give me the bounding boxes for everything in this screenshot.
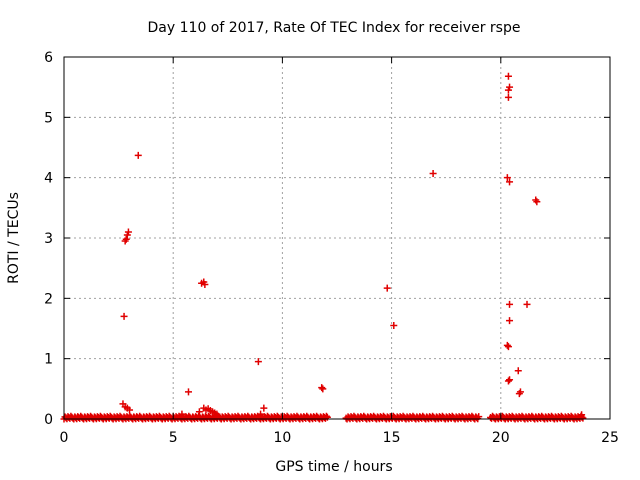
data-point bbox=[429, 169, 437, 177]
data-point bbox=[213, 410, 221, 418]
data-point bbox=[504, 377, 512, 385]
data-point bbox=[260, 404, 268, 412]
data-point bbox=[122, 235, 130, 243]
data-point bbox=[124, 228, 132, 236]
x-axis-label: GPS time / hours bbox=[275, 459, 392, 475]
data-point bbox=[383, 284, 391, 292]
data-point bbox=[178, 410, 186, 418]
y-tick-label: 3 bbox=[44, 231, 53, 247]
data-point bbox=[318, 384, 326, 392]
data-point bbox=[257, 410, 265, 418]
x-tick-label: 5 bbox=[169, 430, 178, 446]
data-point bbox=[506, 300, 514, 308]
y-axis-label: ROTI / TECUs bbox=[6, 192, 22, 284]
data-point bbox=[504, 86, 512, 94]
data-point bbox=[134, 151, 142, 159]
x-tick-label: 0 bbox=[60, 430, 69, 446]
data-point bbox=[201, 280, 209, 288]
data-point bbox=[120, 312, 128, 320]
data-point bbox=[195, 408, 203, 416]
x-tick-label: 20 bbox=[492, 430, 510, 446]
data-point bbox=[504, 93, 512, 101]
data-point bbox=[254, 358, 262, 366]
tick-labels: 0 5 10 15 20 25 0 1 2 3 4 5 6 bbox=[44, 50, 619, 446]
data-point bbox=[514, 367, 522, 375]
data-point bbox=[390, 321, 398, 329]
y-tick-label: 4 bbox=[44, 171, 53, 187]
data-point bbox=[503, 341, 511, 349]
y-tick-label: 1 bbox=[44, 352, 53, 368]
data-point bbox=[504, 343, 512, 351]
data-point bbox=[503, 174, 511, 182]
baseline-point bbox=[323, 413, 331, 421]
x-tick-label: 15 bbox=[383, 430, 401, 446]
y-tick-label: 2 bbox=[44, 291, 53, 307]
y-tick-label: 0 bbox=[44, 412, 53, 428]
x-tick-label: 10 bbox=[273, 430, 291, 446]
grid bbox=[64, 57, 610, 419]
data-point bbox=[578, 411, 586, 419]
chart-title: Day 110 of 2017, Rate Of TEC Index for r… bbox=[148, 20, 521, 36]
data-point bbox=[126, 406, 134, 414]
data-point bbox=[506, 376, 514, 384]
data-point bbox=[533, 198, 541, 206]
data-point bbox=[523, 300, 531, 308]
data-point bbox=[506, 178, 514, 186]
baseline-point bbox=[579, 414, 587, 422]
data-point bbox=[184, 388, 192, 396]
y-tick-label: 5 bbox=[44, 110, 53, 126]
x-tick-label: 25 bbox=[601, 430, 619, 446]
data-point bbox=[506, 317, 514, 325]
data-point bbox=[504, 72, 512, 80]
y-tick-label: 6 bbox=[44, 50, 53, 66]
axis-ticks bbox=[63, 56, 611, 420]
data-point bbox=[319, 385, 327, 393]
data-point bbox=[515, 390, 523, 398]
